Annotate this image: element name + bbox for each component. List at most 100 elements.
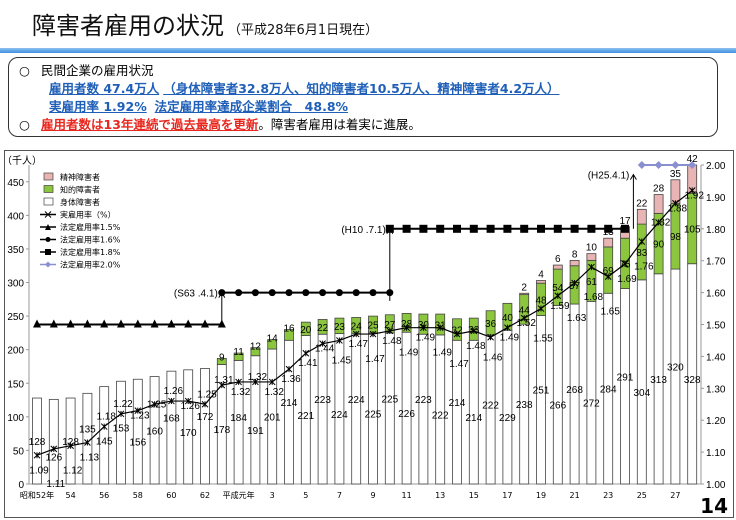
bar-physical (670, 268, 681, 485)
triangle-marker (217, 319, 226, 328)
data-label-physical: 160 (146, 426, 163, 437)
data-label-physical: 223 (314, 395, 331, 406)
record-highlight: 雇用者数は13年連続で過去最高を更新 (41, 117, 259, 132)
bar-physical (200, 368, 210, 485)
data-label-intellectual: 22 (317, 323, 329, 334)
data-label-mental: 17 (619, 216, 631, 227)
rate-label: 1.46 (483, 352, 503, 363)
rate-label: 1.44 (315, 344, 335, 355)
summary-conclusion: 。障害者雇用は着実に進展。 (258, 117, 421, 132)
bar-mental (536, 280, 546, 284)
rate-label: 1.52 (516, 318, 536, 329)
bar-physical (317, 333, 328, 485)
rate-label: 1.55 (533, 334, 553, 345)
compliance-ratio: 法定雇用率達成企業割合 48.8% (154, 99, 349, 114)
legend-label: 精神障害者 (60, 172, 100, 182)
data-label-intellectual: 20 (300, 325, 312, 336)
data-label-physical: 229 (499, 413, 516, 424)
square-marker (419, 224, 428, 233)
x-tick-label: 5 (303, 491, 308, 500)
triangle-marker (49, 319, 58, 328)
subtitle: （平成28年6月1日現在） (228, 23, 379, 38)
bar-intellectual (216, 358, 227, 365)
rate-label: 1.41 (298, 358, 318, 369)
y-tick-label: 350 (7, 245, 24, 256)
data-label-physical: 268 (566, 385, 583, 396)
triangle-marker (33, 319, 41, 328)
rate-label: 1.26 (164, 386, 184, 397)
x-tick-label: 21 (570, 491, 580, 500)
rate-marker (604, 273, 612, 281)
bar-intellectual (267, 339, 278, 350)
x-tick-label: 27 (670, 491, 680, 500)
rate-marker (67, 442, 74, 450)
rate-marker (100, 423, 108, 430)
y2-tick-label: 1.40 (706, 352, 726, 363)
y2-tick-label: 1.20 (706, 416, 726, 427)
triangle-marker (150, 319, 159, 328)
triangle-marker (83, 319, 92, 328)
data-label-mental: 6 (555, 254, 561, 265)
data-label-intellectual: 90 (653, 240, 665, 251)
annotation-label: (S63 .4.1) (174, 289, 218, 300)
bullet-icon: ○ (19, 63, 30, 78)
legend-swatch (43, 172, 54, 181)
arrowhead-icon (629, 173, 637, 180)
diamond-marker (688, 161, 697, 169)
bar-physical (384, 332, 395, 485)
square-marker (604, 224, 613, 233)
rate-label: 1.82 (651, 217, 671, 228)
data-label-physical: 126 (45, 453, 62, 464)
bar-intellectual (334, 317, 345, 334)
legend-label: 実雇用率（%） (60, 210, 116, 220)
rate-marker (453, 330, 461, 338)
chart-frame (4, 150, 734, 518)
data-label-physical: 226 (398, 409, 415, 420)
data-label-mental: 28 (653, 184, 665, 195)
y-tick-label: 0 (18, 480, 24, 491)
rate-label: 1.22 (113, 399, 133, 410)
rate-label: 1.47 (348, 339, 368, 350)
data-label-intellectual: 11 (233, 347, 244, 358)
y2-tick-label: 1.50 (706, 321, 726, 332)
triangle-marker (133, 319, 142, 328)
data-label-intellectual: 9 (219, 352, 225, 363)
rate-marker (588, 263, 595, 271)
y-tick-label: 150 (7, 379, 24, 390)
data-label-intellectual: 33 (468, 325, 480, 336)
rate-label: 1.25 (147, 399, 167, 410)
rate-label: 1.13 (80, 453, 100, 464)
x-tick-label: 56 (99, 491, 109, 500)
bar-physical (468, 339, 479, 485)
y-tick-label: 100 (7, 413, 24, 424)
rate-marker (50, 445, 58, 453)
square-marker (503, 224, 512, 233)
data-label-physical: 304 (633, 388, 650, 399)
bar-mental (552, 264, 563, 270)
bar-mental (603, 237, 614, 248)
x-tick-label: 平成元年 (223, 490, 255, 500)
circle-marker (235, 289, 243, 297)
rate-label: 1.25 (197, 389, 217, 400)
data-label-physical: 291 (617, 372, 634, 383)
rate-label: 1.23 (130, 411, 150, 422)
data-label-physical: 223 (415, 395, 432, 406)
data-label-intellectual: 69 (603, 266, 615, 277)
data-label-physical: 225 (365, 409, 382, 420)
data-label-intellectual: 83 (636, 248, 648, 259)
x-tick-label: 17 (502, 491, 512, 500)
y-tick-label: 400 (7, 211, 24, 222)
rate-marker (470, 327, 478, 335)
rate-marker (537, 305, 545, 312)
data-label-intellectual: 32 (451, 326, 463, 337)
circle-marker (285, 289, 293, 297)
bar-mental (586, 253, 597, 261)
circle-marker (268, 289, 276, 297)
data-label-intellectual: 12 (250, 342, 262, 353)
x-marker-icon (44, 211, 52, 218)
legend-label: 法定雇用率1.8% (60, 247, 121, 257)
data-label-intellectual: 61 (586, 277, 598, 288)
rate-marker (352, 330, 360, 338)
rate-label: 1.92 (684, 191, 704, 202)
data-label-physical: 224 (348, 395, 365, 406)
